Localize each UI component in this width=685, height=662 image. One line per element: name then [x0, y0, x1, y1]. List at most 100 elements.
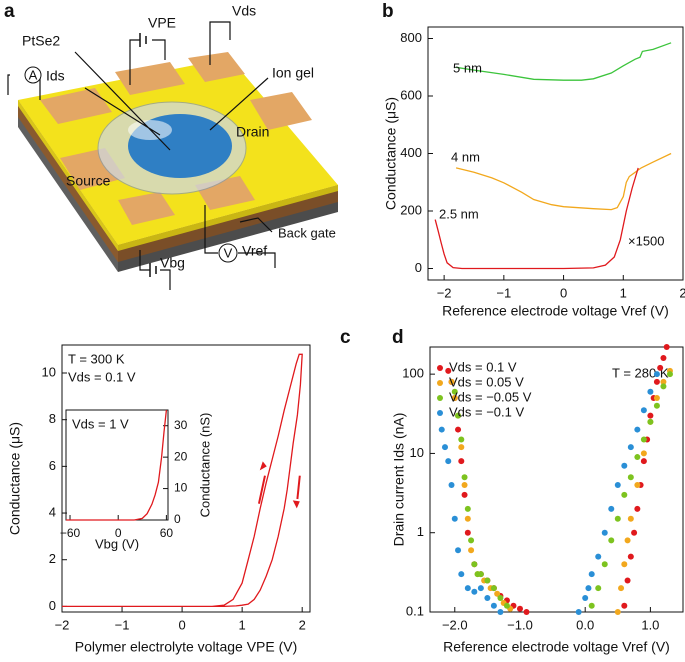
label: Vref	[242, 243, 267, 259]
point	[468, 537, 475, 544]
label: Ion gel	[272, 65, 314, 81]
y-tick-label: 100	[402, 366, 424, 381]
y-tick-label: 10	[42, 364, 56, 379]
point	[614, 515, 621, 522]
point	[445, 367, 452, 374]
y-axis-label: Conductance (μS)	[383, 97, 399, 210]
annotation: Vds = 1 V	[72, 416, 129, 431]
point	[663, 344, 670, 350]
point	[464, 515, 471, 522]
point	[484, 577, 491, 584]
point	[458, 458, 465, 465]
point	[621, 561, 628, 568]
sources	[139, 33, 157, 277]
sweep-arrow	[296, 475, 301, 500]
series-label: 4 nm	[451, 149, 480, 164]
point	[618, 585, 625, 592]
point	[484, 595, 491, 602]
label: Ids	[46, 68, 65, 84]
point	[634, 481, 641, 488]
annotation: T = 300 K	[68, 351, 125, 366]
point	[497, 595, 504, 602]
y-tick-label: 0.1	[406, 603, 424, 618]
y-tick-label: 800	[400, 30, 422, 45]
panel-letter: a	[4, 1, 15, 22]
y-tick-label: 0	[49, 598, 56, 613]
point	[627, 553, 634, 560]
point	[455, 426, 462, 433]
y-tick-label: 6	[49, 458, 56, 473]
point	[497, 609, 504, 615]
point	[461, 481, 468, 488]
panel-letter: c	[340, 327, 351, 348]
x-axis-label: Vbg (V)	[95, 536, 139, 551]
point	[595, 585, 602, 592]
point	[516, 605, 523, 612]
point	[445, 458, 452, 465]
ammeter	[24, 66, 42, 84]
y-tick-label: 10	[410, 445, 424, 460]
line	[455, 42, 672, 81]
point	[647, 418, 654, 425]
point	[441, 444, 448, 451]
point	[455, 412, 462, 419]
point	[608, 537, 615, 544]
point	[490, 602, 497, 609]
point	[464, 529, 471, 536]
x-tick-label: 0	[560, 285, 567, 300]
x-tick-label: 0.0	[576, 617, 594, 632]
point	[451, 515, 458, 522]
point	[631, 529, 638, 536]
x-axis-label: Reference electrode voltage Vref (V)	[442, 303, 669, 319]
x-tick-label: −2	[437, 285, 452, 300]
legend-label: Vds = 0.05 V	[449, 374, 524, 389]
point	[634, 426, 641, 433]
voltmeter	[218, 243, 238, 263]
legend-label: Vds = −0.05 V	[449, 389, 532, 404]
point	[608, 505, 615, 512]
panel-letter: d	[392, 327, 404, 348]
y-tick-label: 30	[174, 418, 188, 432]
point	[448, 378, 455, 385]
point	[461, 491, 468, 498]
point	[468, 547, 475, 554]
point	[627, 515, 634, 522]
y-tick-label: 0	[415, 260, 422, 275]
x-tick-label: −1	[115, 617, 130, 632]
line	[434, 167, 639, 270]
y-tick-label: 400	[400, 145, 422, 160]
y-axis-label: Conductance (nS)	[197, 413, 212, 518]
x-tick-label: 1	[239, 617, 246, 632]
point	[624, 577, 631, 584]
line	[62, 353, 303, 608]
y-axis-label: Drain current Ids (nA)	[391, 413, 407, 547]
y-tick-label: 2	[49, 551, 56, 566]
x-tick-label: 60	[160, 526, 174, 540]
point	[657, 364, 664, 371]
legend-marker	[437, 380, 443, 386]
point	[660, 378, 667, 385]
x-tick-label: −2	[55, 617, 70, 632]
point	[471, 588, 478, 595]
point	[494, 590, 501, 597]
label: Vbg	[160, 255, 185, 271]
point	[464, 505, 471, 512]
annotation: T = 280 K	[612, 365, 669, 380]
legend-marker	[437, 395, 443, 401]
point	[588, 571, 595, 578]
pad	[115, 62, 185, 95]
point	[523, 609, 530, 615]
point	[461, 474, 468, 481]
point	[464, 585, 471, 592]
x-tick-label: 2	[679, 285, 685, 300]
point	[448, 481, 455, 488]
y-tick-label: 20	[174, 449, 188, 463]
point	[588, 602, 595, 609]
point	[647, 412, 654, 419]
legend-label: Vds = 0.1 V	[449, 359, 517, 374]
point	[503, 602, 510, 609]
x-axis-label: Polymer electrolyte voltage VPE (V)	[75, 639, 298, 655]
y-tick-label: 10	[174, 481, 188, 495]
point	[614, 481, 621, 488]
